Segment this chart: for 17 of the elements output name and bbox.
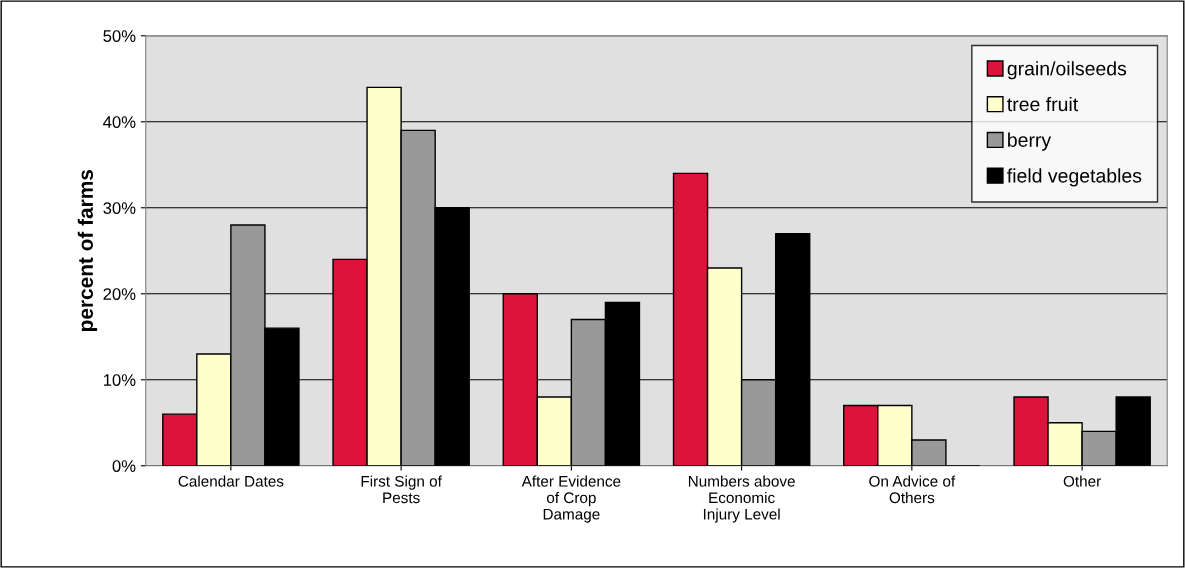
y-tick-label: 50% xyxy=(103,30,136,42)
x-tick-label: After Evidence of Crop Damage xyxy=(521,475,621,523)
y-axis-title: percent of farms xyxy=(77,170,98,332)
legend-label: grain/oilseeds xyxy=(1007,61,1127,80)
y-tick-label: 10% xyxy=(103,374,136,386)
legend-label: berry xyxy=(1008,132,1052,151)
y-tick-label: 30% xyxy=(103,202,136,214)
x-tick-label: First Sign of Pests xyxy=(361,475,442,504)
x-tick-label: Other xyxy=(1063,475,1101,487)
x-tick-label: Calendar Dates xyxy=(178,475,284,487)
x-tick-label: On Advice of Others xyxy=(869,475,956,504)
x-tick-label: Numbers above Economic Injury Level xyxy=(688,475,795,523)
y-tick-label: 40% xyxy=(103,116,136,128)
legend-label: tree fruit xyxy=(1007,96,1079,112)
y-tick-label: 20% xyxy=(103,288,136,300)
legend-label: field vegetables xyxy=(1007,168,1142,187)
y-tick-label: 0% xyxy=(112,460,136,472)
